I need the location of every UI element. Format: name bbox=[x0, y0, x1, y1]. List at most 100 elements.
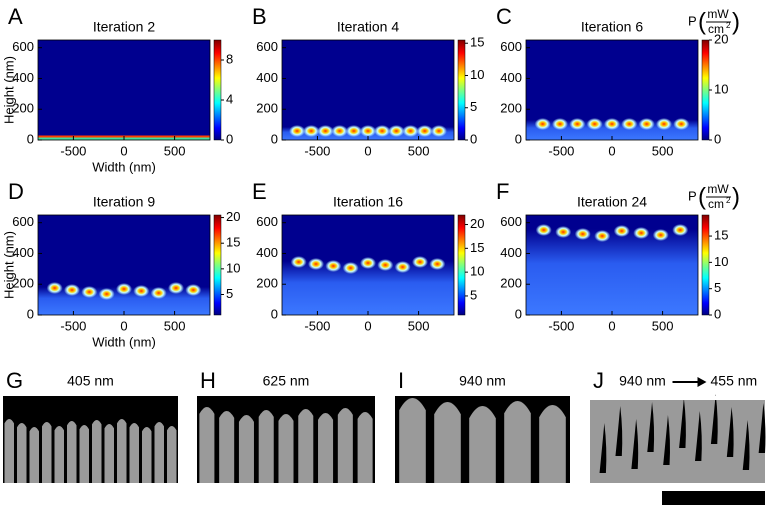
colorbar-tick-label: 15 bbox=[714, 227, 728, 242]
hot-spot bbox=[638, 118, 655, 130]
colorbar-tick-label: 15 bbox=[470, 35, 484, 50]
panel-letter: I bbox=[398, 368, 404, 393]
panel-letter: F bbox=[496, 179, 509, 204]
hot-spot bbox=[569, 118, 586, 130]
panel-letter: A bbox=[8, 4, 23, 29]
colorbar-symbol: P bbox=[688, 188, 697, 203]
pillar bbox=[504, 401, 531, 483]
y-tick-label: 400 bbox=[256, 245, 278, 260]
y-tick-label: 600 bbox=[12, 39, 34, 54]
colorbar-tick-label: 5 bbox=[470, 99, 477, 114]
pillar bbox=[104, 424, 114, 483]
y-tick-label: 400 bbox=[500, 70, 522, 85]
hot-spot bbox=[308, 258, 324, 270]
x-tick-label: 0 bbox=[120, 143, 127, 158]
x-tick-label: 500 bbox=[652, 143, 674, 158]
colorbar-tick-label: 10 bbox=[714, 81, 728, 96]
x-tick-label: 500 bbox=[408, 143, 430, 158]
pore bbox=[758, 403, 766, 453]
heatmap-glow bbox=[526, 229, 698, 315]
x-tick-label: -500 bbox=[60, 318, 86, 333]
y-tick-label: 0 bbox=[271, 131, 278, 146]
x-tick-label: -500 bbox=[548, 318, 574, 333]
pillar bbox=[238, 415, 254, 483]
x-axis-label: Width (nm) bbox=[92, 334, 156, 349]
pillar bbox=[129, 423, 139, 483]
hot-spot bbox=[317, 125, 334, 137]
colorbar-tick-label: 8 bbox=[226, 51, 233, 66]
pillar bbox=[117, 419, 127, 483]
panel-letter: H bbox=[200, 368, 216, 393]
image-background bbox=[3, 396, 178, 483]
arrow-head bbox=[697, 377, 707, 387]
panel-title: Iteration 16 bbox=[333, 194, 403, 210]
colorbar-tick-label: 5 bbox=[714, 280, 721, 295]
colorbar-tick-label: 10 bbox=[470, 264, 484, 279]
y-tick-label: 200 bbox=[256, 101, 278, 116]
colorbar-unit-denominator: cm bbox=[708, 22, 724, 36]
hot-spot bbox=[412, 256, 428, 268]
pore bbox=[710, 394, 718, 444]
paren: ) bbox=[732, 183, 740, 210]
colorbar-tick-label: 15 bbox=[226, 235, 240, 250]
image-background bbox=[590, 396, 765, 483]
x-tick-label: 500 bbox=[164, 318, 186, 333]
colorbar-unit-numerator: mW bbox=[707, 182, 729, 196]
y-tick-label: 200 bbox=[12, 276, 34, 291]
pillar bbox=[278, 414, 294, 483]
colorbar bbox=[457, 214, 466, 316]
hot-spot bbox=[98, 288, 115, 300]
panel-letter: G bbox=[6, 368, 23, 393]
y-tick-label: 200 bbox=[256, 276, 278, 291]
colorbar-tick-label: 0 bbox=[226, 131, 233, 146]
y-tick-label: 0 bbox=[515, 131, 522, 146]
panel-title: Iteration 2 bbox=[93, 19, 155, 35]
pore bbox=[663, 415, 670, 465]
x-tick-label: 0 bbox=[364, 143, 371, 158]
image-title: 405 nm bbox=[67, 373, 114, 389]
panel-letter: E bbox=[252, 179, 267, 204]
colorbar-tick-label: 5 bbox=[226, 286, 233, 301]
hot-spot bbox=[331, 125, 348, 137]
pillar bbox=[29, 427, 39, 483]
pore bbox=[647, 402, 655, 452]
pore bbox=[599, 423, 607, 473]
hot-spot bbox=[360, 257, 376, 269]
hot-spot bbox=[46, 282, 63, 294]
hot-spot bbox=[133, 285, 150, 297]
heatmap-glow bbox=[282, 261, 454, 315]
hot-spot bbox=[116, 283, 132, 295]
hot-spot bbox=[673, 118, 690, 130]
hot-spot bbox=[672, 224, 689, 236]
y-axis-label: Height (nm) bbox=[1, 56, 16, 124]
colorbar bbox=[701, 214, 710, 316]
x-axis-label: Width (nm) bbox=[92, 159, 156, 174]
image-title: 625 nm bbox=[263, 373, 310, 389]
hot-spot bbox=[290, 256, 307, 268]
y-tick-label: 600 bbox=[256, 214, 278, 229]
hot-spot bbox=[185, 284, 202, 296]
y-tick-label: 600 bbox=[256, 39, 278, 54]
hot-spot bbox=[586, 118, 603, 130]
y-tick-label: 0 bbox=[27, 131, 34, 146]
pore bbox=[726, 407, 734, 457]
hot-spot bbox=[374, 125, 391, 137]
x-tick-label: -500 bbox=[304, 318, 330, 333]
pillar bbox=[54, 426, 64, 483]
x-tick-label: 0 bbox=[364, 318, 371, 333]
y-tick-label: 0 bbox=[271, 306, 278, 321]
colorbar-tick-label: 15 bbox=[470, 240, 484, 255]
x-tick-label: 500 bbox=[652, 318, 674, 333]
pillar bbox=[318, 413, 334, 483]
hot-spot bbox=[377, 259, 394, 271]
pillar bbox=[17, 423, 27, 483]
colorbar bbox=[457, 39, 466, 141]
hot-spot bbox=[555, 226, 572, 238]
panel-title: Iteration 24 bbox=[577, 194, 647, 210]
hot-spot bbox=[621, 118, 638, 130]
colorbar-tick-label: 10 bbox=[714, 254, 728, 269]
pillar bbox=[142, 427, 152, 483]
pillar bbox=[67, 421, 77, 483]
hot-spot bbox=[289, 125, 306, 137]
x-tick-label: 500 bbox=[164, 143, 186, 158]
